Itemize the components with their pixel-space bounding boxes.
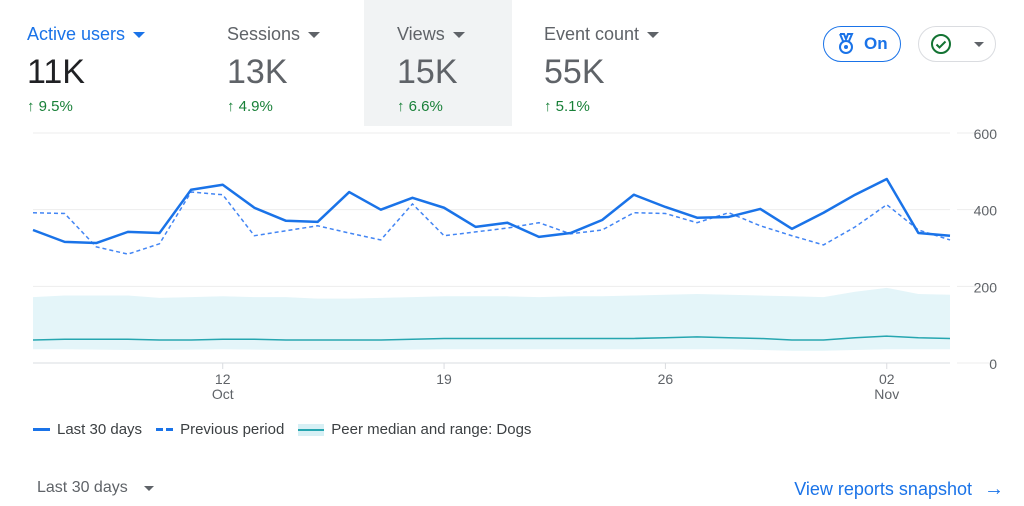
metric-label: Active users — [27, 24, 126, 44]
legend-item-peer-median[interactable]: Peer median and range: Dogs — [298, 421, 531, 438]
metric-tab-event-count[interactable]: Event count 55K ↑ 5.1% — [512, 0, 692, 126]
arrow-up-icon: ↑ — [397, 98, 405, 115]
last-30-days-line — [32, 177, 951, 245]
solid-line-swatch — [33, 427, 50, 431]
previous-period-line — [32, 191, 951, 255]
metric-tab-active-users[interactable]: Active users 11K ↑ 9.5% — [0, 0, 200, 126]
caret-down-icon — [452, 31, 465, 38]
metric-change: 6.6% — [408, 98, 443, 115]
x-tick-label: 02 — [879, 371, 895, 387]
caret-down-icon — [143, 485, 154, 491]
caret-down-icon — [308, 31, 321, 38]
caret-down-icon — [647, 31, 660, 38]
metric-label: Views — [397, 24, 445, 44]
caret-down-icon — [974, 41, 984, 47]
metric-value: 13K — [227, 53, 288, 91]
metric-value: 11K — [27, 53, 85, 91]
dashed-line-swatch — [156, 427, 174, 431]
x-tick-label: 26 — [658, 371, 674, 387]
caret-down-icon — [133, 31, 146, 38]
metric-tab-sessions[interactable]: Sessions 13K ↑ 4.9% — [200, 0, 364, 126]
y-tick-label: 600 — [974, 128, 998, 142]
check-circle-icon — [931, 34, 951, 54]
metric-tab-views[interactable]: Views 15K ↑ 6.6% — [364, 0, 512, 126]
arrow-right-icon: → — [984, 478, 1004, 500]
metric-change: 9.5% — [38, 98, 73, 115]
peer-range-band — [33, 287, 950, 351]
metric-change: 5.1% — [555, 98, 590, 115]
arrow-up-icon: ↑ — [544, 98, 552, 115]
metric-label: Sessions — [227, 24, 301, 44]
metric-value: 15K — [397, 53, 458, 91]
band-swatch — [298, 423, 325, 436]
metric-label: Event count — [544, 24, 640, 44]
y-tick-label: 400 — [974, 203, 998, 219]
y-tick-label: 200 — [974, 279, 998, 295]
metric-value: 55K — [544, 53, 605, 91]
arrow-up-icon: ↑ — [227, 98, 235, 115]
metric-change: 4.9% — [238, 98, 273, 115]
benchmark-toggle-button[interactable]: On — [823, 26, 901, 62]
benchmark-label: On — [864, 34, 888, 53]
x-tick-month-label: Oct — [212, 386, 234, 402]
status-dropdown[interactable] — [918, 26, 996, 62]
legend-item-previous-period[interactable]: Previous period — [156, 421, 284, 438]
medal-icon — [839, 33, 854, 54]
x-tick-month-label: Nov — [874, 386, 899, 402]
x-tick-label: 19 — [436, 371, 452, 387]
date-range-dropdown[interactable]: Last 30 days — [37, 479, 154, 497]
legend-item-last-30-days[interactable]: Last 30 days — [33, 421, 142, 438]
arrow-up-icon: ↑ — [27, 98, 35, 115]
view-reports-snapshot-link[interactable]: View reports snapshot → — [794, 478, 1004, 500]
chart-legend: Last 30 days Previous period Peer median… — [33, 421, 531, 438]
y-tick-label: 0 — [989, 356, 997, 372]
x-tick-label: 12 — [215, 371, 231, 387]
peer-median-line — [32, 335, 951, 341]
